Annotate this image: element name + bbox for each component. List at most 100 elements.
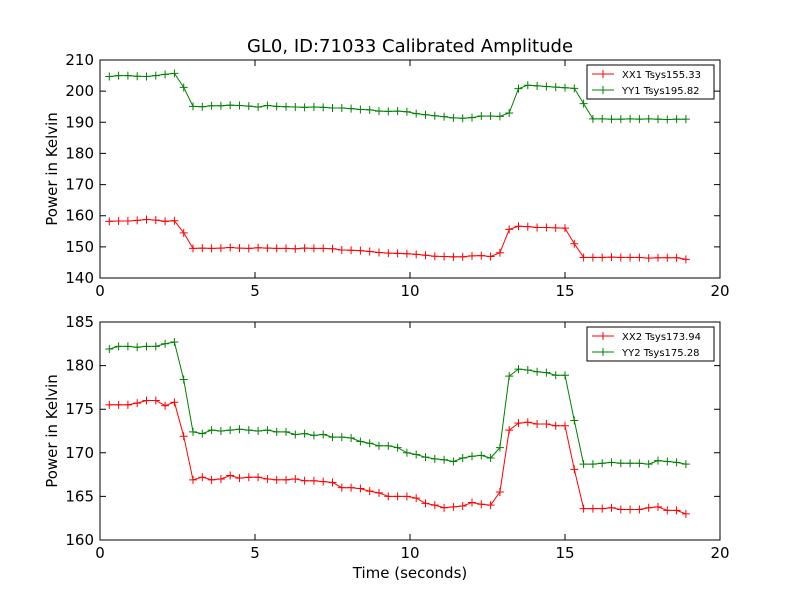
plot-2-series-0-point-29 [375,488,383,497]
plot-1-series-1-point-37 [449,113,458,122]
plot-1-series-1-point-11 [207,101,216,110]
plot-1-x-tick-label-4: 20 [710,282,729,300]
legend-yy2-marker [599,348,607,356]
plot-1-series-1-point-39 [468,113,476,122]
plot-2-series-0-point-28 [365,487,374,496]
plot-1-y-tick-label-2: 160 [65,207,94,225]
plot-2-x-tick-label-2: 10 [400,544,419,562]
plot-1-y-tick-label-5: 190 [65,113,94,131]
plot-1-series-1-point-46 [533,81,542,90]
plot-1-series-0-point-16 [254,243,263,252]
plot-1-x-tick-label-2: 10 [400,282,419,300]
plot-1-series-1-point-21 [300,103,309,112]
plot-1-y-tick-label-6: 200 [65,82,94,100]
plot-1-y-tick-label-0: 140 [65,269,94,287]
plot-1-series-0-point-11 [207,244,216,253]
plot-1-series-0-point-42 [495,248,504,257]
plot-1-series-0-point-32 [402,249,411,258]
plot-2-series-1-point-43 [505,372,514,381]
plot-2-series-0-point-7 [170,398,179,407]
plot-1-series-0-point-58 [644,254,653,263]
plot-2-series-1-point-30 [384,441,393,450]
plot-2-series-0-point-19 [282,475,290,484]
plot-2-y-axis-label: Power in Kelvin [43,374,61,488]
plot-1-series-1-point-6 [161,70,170,79]
legend-xx1-marker [599,70,607,78]
plot-2-series-1-point-15 [244,426,253,435]
plot-1-series-0-point-13 [226,243,235,252]
plot-2-series-1-point-24 [328,433,337,442]
plot-1-series-0-point-7 [170,216,179,225]
plot-1-series-1-point-48 [551,83,560,92]
plot-1-series-0-point-26 [347,246,356,255]
plot-1-series-1-point-33 [412,109,421,118]
plot-2-series-0-point-20 [291,474,300,483]
plot-2-series-0-point-30 [384,492,393,501]
plot-1-series-1-point-49 [561,83,569,92]
plot-1-series-0-point-54 [607,253,616,262]
plot-2-series-1-point-31 [393,443,402,452]
plot-2-series-0-point-39 [468,498,476,507]
legend-xx2-label: XX2 Tsys173.94 [622,332,701,343]
plot-2-series-0-point-41 [486,501,495,510]
plot-1-series-0-point-3 [133,216,142,225]
plot-2-series-1-point-39 [468,452,476,461]
plot-1-series-0-point-38 [458,252,467,261]
plot-2-series-0-point-59 [654,502,662,511]
plot-2-series-0-point-32 [402,492,411,501]
legend-xx2-marker [599,332,607,340]
plot-1-x-tick-label-3: 15 [555,282,574,300]
plot-1-series-0-point-43 [505,225,514,234]
plot-2-series-0-point-17 [263,474,272,483]
plot-2-series-1-point-51 [579,460,588,469]
plot-1-series-0-point-25 [337,245,346,254]
plot-2-series-1-point-32 [402,448,411,457]
plot-2-y-tick-label-2: 170 [65,444,94,462]
plot-2-series-1-point-33 [412,450,421,459]
plot-1-series-0-point-49 [561,224,569,233]
plot-2-series-1-point-42 [495,443,504,452]
plot-1-series-1-point-14 [235,101,244,110]
plot-1-series-1-point-54 [607,115,616,124]
plot-1-series-1-point-17 [263,101,272,110]
plot-2-series-0-point-1 [114,400,123,409]
plot-2-series-1-point-47 [542,368,551,377]
plot-2-series-0-point-61 [672,506,681,515]
plot-2-series-0-point-34 [421,499,430,508]
plot-2-series-1-point-8 [179,375,188,384]
plot-1-series-1-point-44 [514,84,523,93]
plot-2-series-1-point-23 [319,430,328,439]
plot-2-series-0-point-62 [681,509,690,518]
plot-2-x-tick-label-3: 15 [555,544,574,562]
plot-2-series-1-point-16 [254,427,263,435]
plot-2-series-0-point-47 [542,420,551,429]
plot-1-series-0-point-28 [365,247,374,256]
plot-1-series-0-point-34 [421,251,430,260]
plot-2-series-0-point-60 [663,506,672,515]
plot-2-series-1-point-46 [533,367,542,376]
plot-1-series-0-point-52 [588,253,597,262]
plot-1-series-1-point-5 [151,71,160,80]
plot-1-series-0-point-12 [216,244,225,253]
plot-1-series-1-point-0 [105,72,114,81]
plot-1-series-1-point-30 [384,107,393,116]
plot-1-series-1-point-62 [681,115,690,124]
plot-1-y-tick-label-7: 210 [65,51,94,69]
plot-2-series-0-point-37 [449,502,458,511]
plot-1-x-tick-label-0: 0 [95,282,105,300]
plot-2-series-1-point-40 [477,451,486,460]
plot-1-series-1-point-32 [402,107,411,116]
plot-2-series-1-point-3 [133,343,142,352]
plot-1-series-0-point-17 [263,244,272,253]
plot-2-series-1-point-18 [272,427,281,436]
legend-entry-yy1: YY1 Tsys195.82 [592,86,700,97]
plot-2-series-0-point-44 [514,419,523,428]
plot-2-series-0-point-52 [588,504,597,513]
plot-2-series-0-point-45 [523,418,532,427]
plot-2-series-0-point-6 [161,401,170,410]
plot-1-series-0-point-41 [486,252,495,261]
plot-1-series-1-point-40 [477,112,486,121]
plot-2-series-0-point-33 [412,494,421,503]
plot-1-x-tick-label-1: 5 [250,282,260,300]
plot-1-y-tick-label-1: 150 [65,238,94,256]
